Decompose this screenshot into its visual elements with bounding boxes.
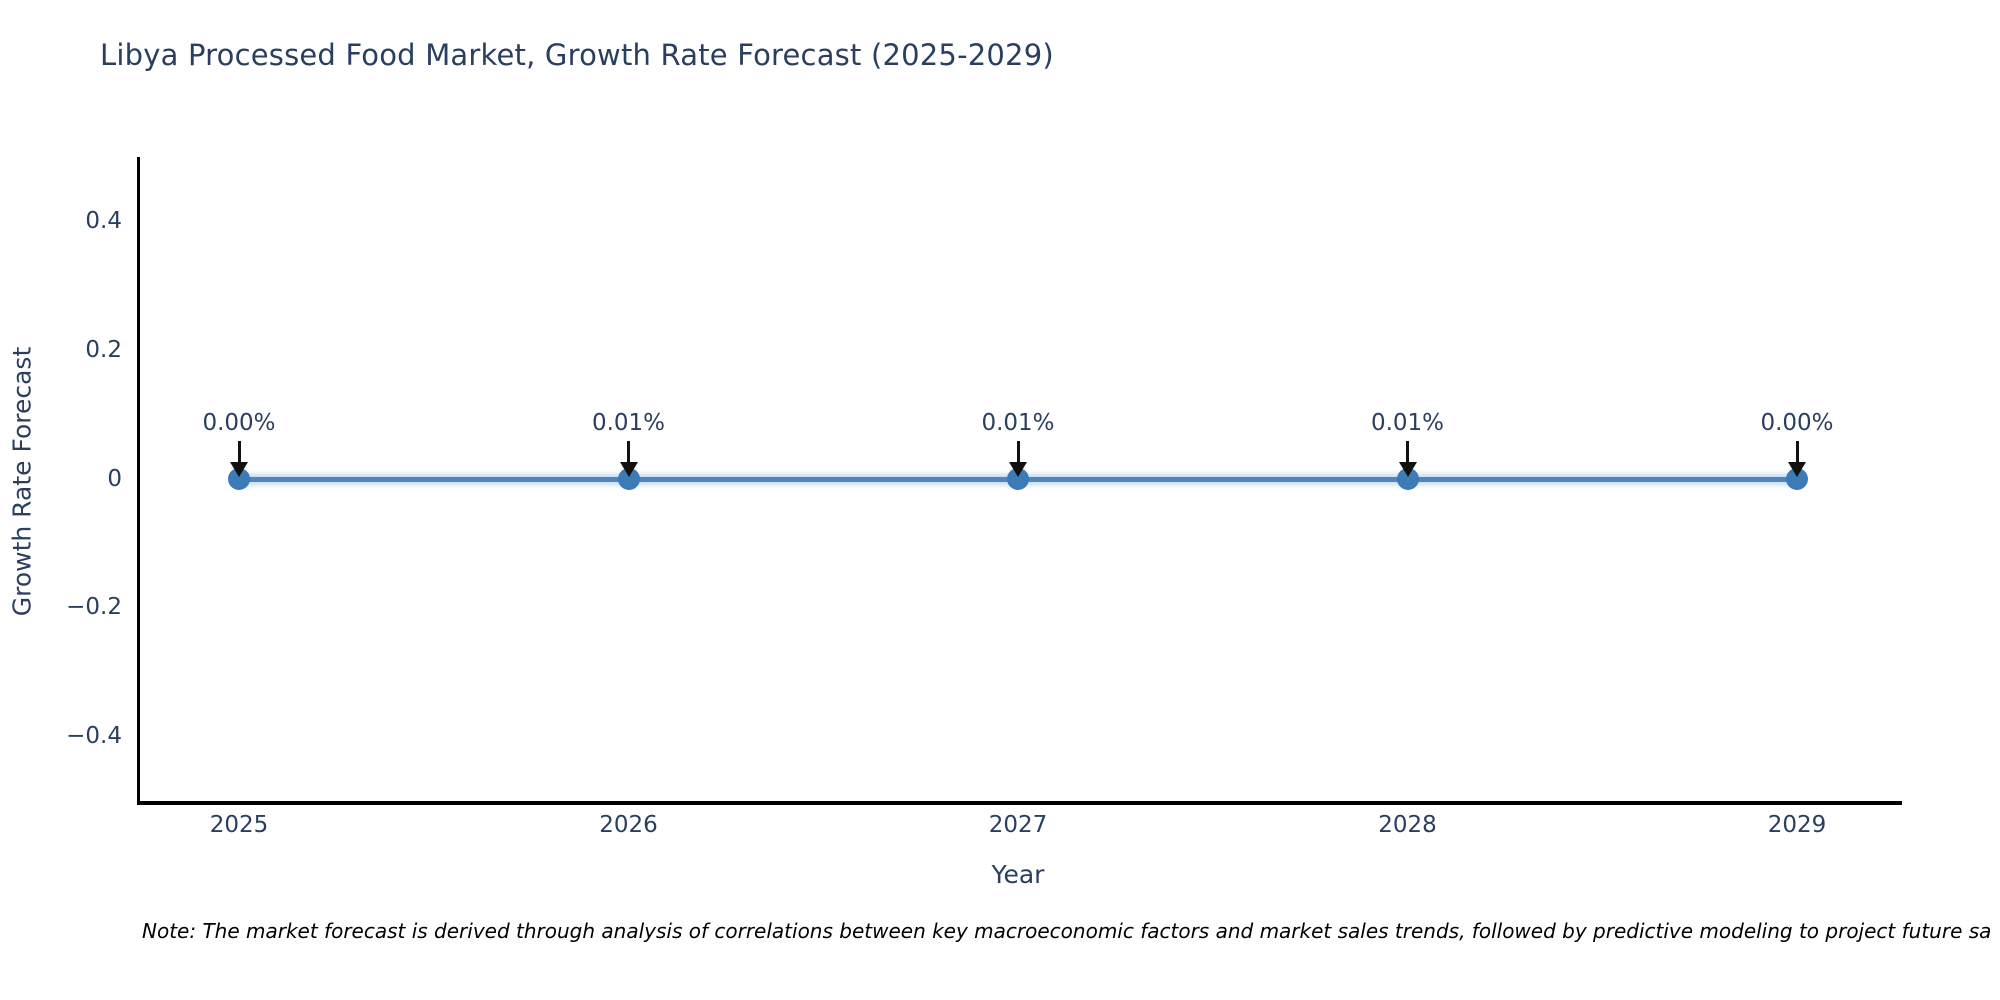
chart-title: Libya Processed Food Market, Growth Rate… — [100, 38, 1054, 72]
y-tick-label: 0.2 — [85, 336, 122, 363]
annotation-arrow-icon — [237, 441, 241, 463]
footnote-wrap: Note: The market forecast is derived thr… — [0, 915, 2000, 955]
annotation-arrow-icon — [627, 441, 630, 463]
annotation-arrowhead-icon — [1009, 462, 1027, 477]
x-tick-label: 2029 — [1767, 812, 1827, 838]
annotation-arrowhead-icon — [1398, 462, 1417, 477]
annotation-arrow-icon — [1016, 441, 1020, 463]
x-tick-label: 2026 — [599, 812, 658, 838]
x-tick-label: 2027 — [988, 812, 1048, 838]
annotation-arrow-icon — [1406, 441, 1409, 463]
annotation-arrowhead-icon — [230, 462, 248, 477]
point-annotation: 0.00% — [202, 410, 276, 436]
point-annotation: 0.01% — [981, 410, 1055, 436]
y-tick-label: 0.4 — [85, 207, 122, 234]
annotation-arrowhead-icon — [1788, 462, 1806, 477]
point-annotation: 0.00% — [1760, 410, 1834, 436]
x-tick-label: 2025 — [209, 812, 269, 838]
x-tick-label: 2028 — [1378, 812, 1437, 838]
point-annotation: 0.01% — [1370, 410, 1445, 436]
y-tick-label: −0.2 — [66, 594, 122, 621]
point-annotation: 0.01% — [591, 410, 666, 436]
annotation-arrow-icon — [1795, 441, 1799, 463]
x-axis-title: Year — [991, 860, 1045, 889]
y-tick-label: −0.4 — [66, 723, 122, 750]
annotation-arrowhead-icon — [619, 462, 638, 477]
footnote: Note: The market forecast is derived thr… — [142, 919, 1992, 943]
y-tick-label: 0 — [107, 465, 122, 492]
